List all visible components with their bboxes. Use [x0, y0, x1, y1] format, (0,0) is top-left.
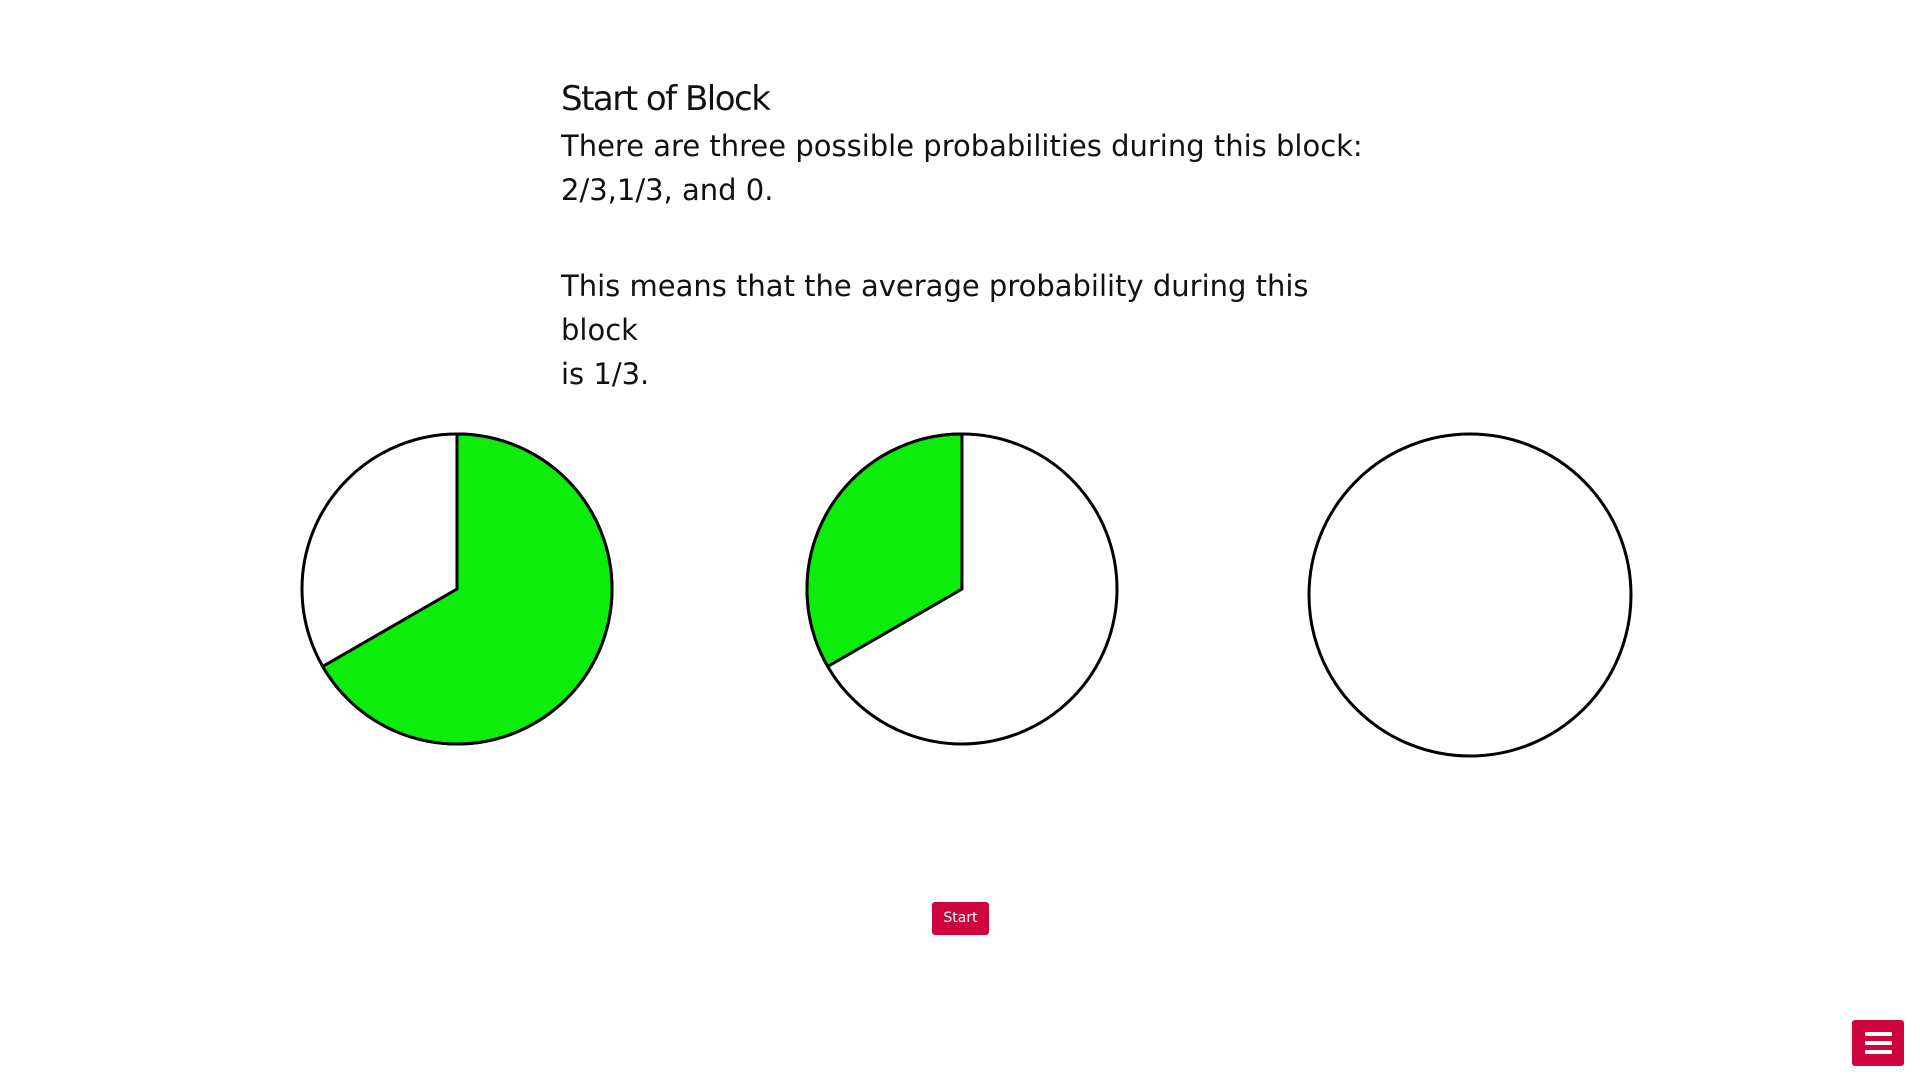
probabilities-line: There are three possible probabilities d… [561, 129, 1363, 163]
start-button[interactable]: Start [932, 902, 989, 935]
probabilities-values: 2/3,1/3, and 0. [561, 173, 774, 207]
menu-button[interactable] [1852, 1020, 1904, 1066]
average-value: is 1/3. [561, 357, 650, 391]
pie-chart-zero [1307, 432, 1633, 758]
pie-row [0, 420, 1920, 780]
pie-chart-two-thirds [300, 432, 614, 746]
pie-outline [1307, 432, 1633, 758]
pie-filled-slice [805, 432, 964, 669]
instructions: Start of Block There are three possible … [561, 74, 1381, 396]
pie-chart-one-third [805, 432, 1119, 746]
page-title: Start of Block [561, 79, 771, 119]
average-line: This means that the average probability … [561, 269, 1309, 347]
pie-filled-slice [320, 432, 614, 746]
